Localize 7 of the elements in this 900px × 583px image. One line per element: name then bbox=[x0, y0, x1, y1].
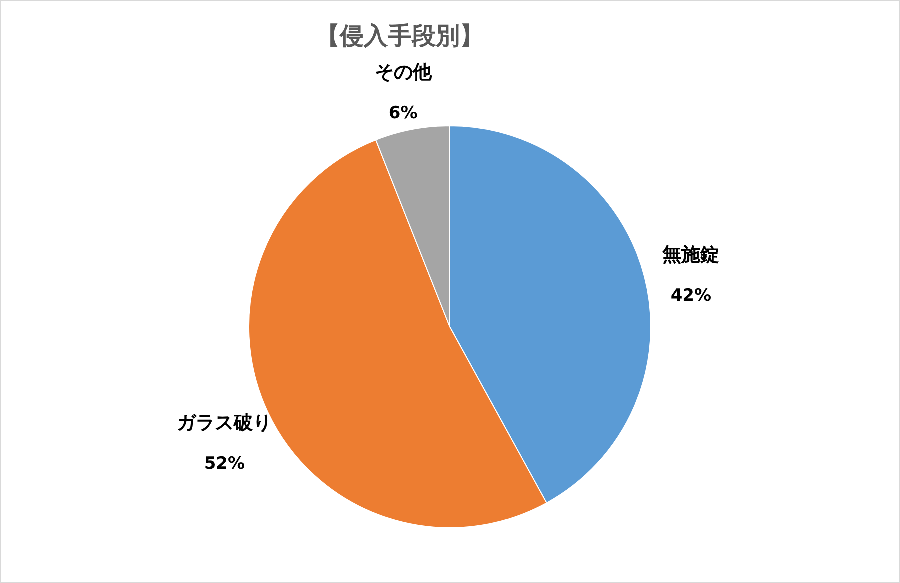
chart-title: 【侵入手段別】 bbox=[316, 22, 484, 50]
slice-label: ガラス破り bbox=[177, 412, 272, 434]
data-label: 6% bbox=[388, 103, 418, 124]
slice-label: 無施錠 bbox=[662, 244, 720, 266]
data-label: 42% bbox=[670, 286, 712, 306]
slice-label: その他 bbox=[374, 61, 433, 84]
data-label: 52% bbox=[204, 454, 246, 474]
